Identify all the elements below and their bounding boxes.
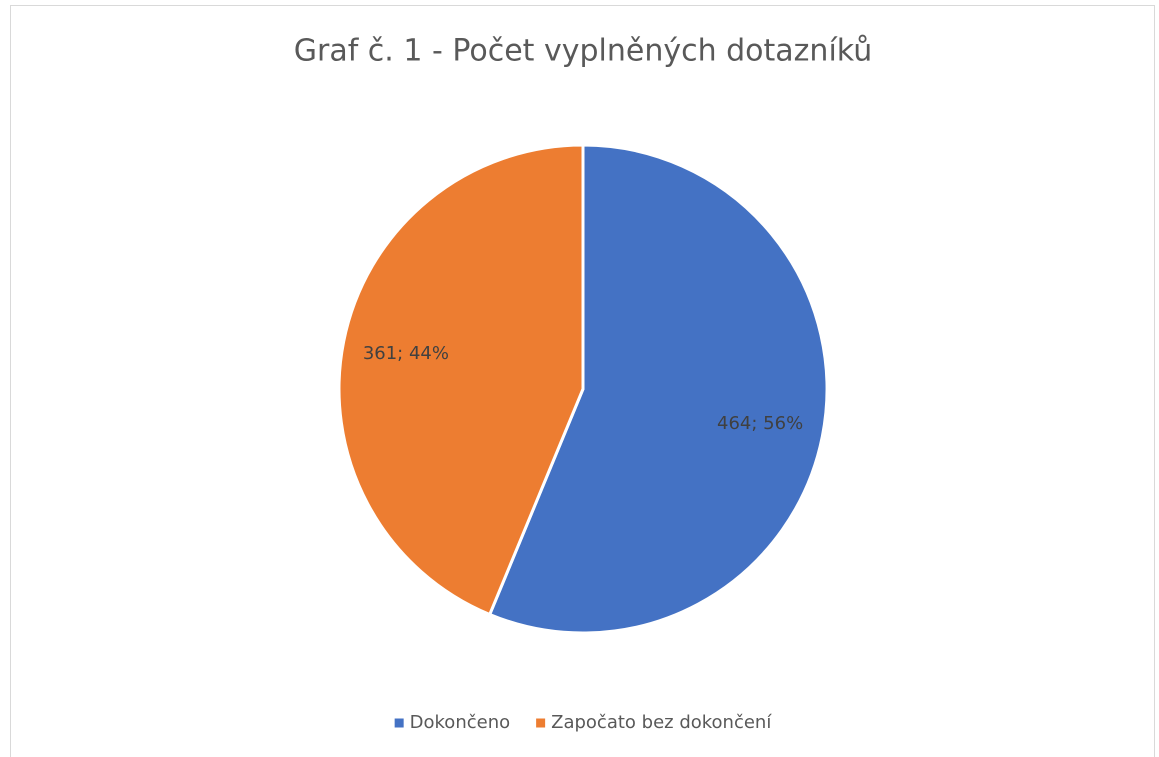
data-label: 361; 44%: [363, 343, 449, 364]
legend-label: Dokončeno: [410, 712, 510, 733]
legend-swatch: [536, 718, 546, 728]
data-label: 464; 56%: [717, 413, 803, 434]
pie-slice: [337, 143, 585, 617]
legend-label: Započato bez dokončení: [551, 712, 772, 733]
chart-title: Graf č. 1 - Počet vyplněných dotazníků: [294, 34, 873, 69]
legend-swatch: [394, 718, 404, 728]
pie-slice: [487, 143, 829, 635]
